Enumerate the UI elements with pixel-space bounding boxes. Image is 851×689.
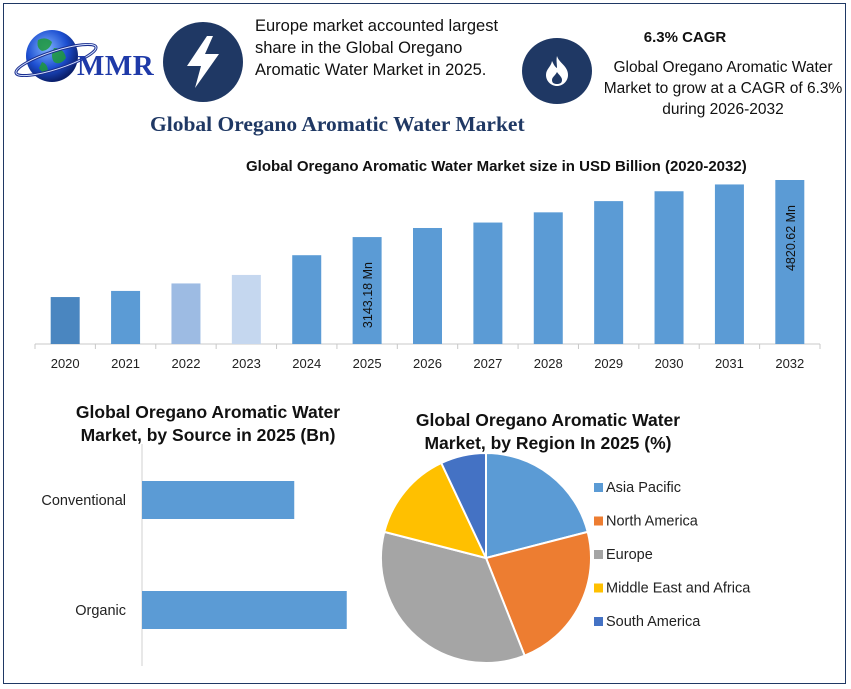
x-tick-label: 2022 [172, 356, 201, 371]
x-tick-label: 2029 [594, 356, 623, 371]
x-tick-label: 2020 [51, 356, 80, 371]
legend-label: Asia Pacific [606, 480, 681, 496]
slice-europe [380, 530, 526, 664]
legend-label: North America [606, 514, 699, 530]
category-label: Organic [75, 603, 126, 619]
source-chart-title: Global Oregano Aromatic Water Market, by… [75, 402, 341, 445]
x-tick-label: 2032 [775, 356, 804, 371]
legend-swatch [594, 617, 603, 626]
market-size-bar-chart: 2020 2021 2022 2023 2024 2025 3143.18 Mn 2026 20… [34, 180, 821, 371]
bar-2021 [111, 290, 141, 344]
slice-south-america [439, 451, 487, 559]
bar-chart-title: Global Oregano Aromatic Water Market siz… [246, 158, 747, 175]
category-label: Conventional [41, 493, 126, 509]
page-title: Global Oregano Aromatic Water Market [150, 112, 525, 136]
bar-conventional [142, 481, 295, 519]
legend-label: Europe [606, 547, 653, 563]
bar-2027 [473, 222, 503, 344]
bar-2028 [533, 212, 563, 344]
infographic-frame [3, 3, 846, 684]
source-bar-chart: Conventional Organic [41, 444, 347, 666]
cagr-description: Global Oregano Aromatic Water Market to … [603, 59, 843, 118]
flame-icon [546, 56, 568, 86]
x-tick-label: 2024 [292, 356, 321, 371]
x-tick-label: 2021 [111, 356, 140, 371]
bar-2022 [171, 283, 201, 344]
bar-2025 [352, 237, 382, 344]
lightning-badge [163, 22, 243, 102]
brand-name: MMR [77, 50, 155, 82]
slice-asia-pacific [485, 451, 589, 560]
bar-organic [142, 591, 347, 629]
x-tick-label: 2027 [473, 356, 502, 371]
bar-2030 [654, 191, 684, 344]
slice-north-america [484, 530, 592, 657]
legend-label: South America [606, 614, 701, 630]
highlight-text: Europe market accounted largest share in… [255, 17, 499, 79]
slice-middle-east-and-africa [383, 461, 488, 560]
cagr-title: 6.3% CAGR [643, 29, 727, 46]
x-tick-label: 2028 [534, 356, 563, 371]
x-tick-label: 2025 [353, 356, 382, 371]
x-tick-label: 2026 [413, 356, 442, 371]
bar-value-label: 3143.18 Mn [361, 262, 375, 328]
region-chart-title: Global Oregano Aromatic Water Market, by… [415, 410, 681, 453]
region-pie-chart: Asia Pacific North America Europe Middle Ea… [380, 451, 751, 664]
x-tick-label: 2030 [655, 356, 684, 371]
legend-swatch [594, 483, 603, 492]
legend-swatch [594, 583, 603, 593]
bar-2024 [292, 255, 322, 344]
bar-2031 [714, 184, 744, 344]
legend-swatch [594, 516, 603, 526]
bar-2026 [413, 227, 442, 344]
bar-value-label: 4820.62 Mn [784, 205, 798, 271]
flame-badge [522, 38, 592, 104]
legend-swatch [594, 550, 603, 559]
bar-2032 [775, 180, 805, 344]
mmr-logo [12, 18, 162, 88]
bar-2023 [231, 274, 261, 344]
lightning-icon [187, 36, 219, 88]
x-tick-label: 2031 [715, 356, 744, 371]
bar-2029 [594, 201, 624, 344]
bar-2020 [50, 297, 80, 344]
x-tick-label: 2023 [232, 356, 261, 371]
globe-icon [14, 30, 98, 82]
legend-label: Middle East and Africa [606, 581, 751, 597]
